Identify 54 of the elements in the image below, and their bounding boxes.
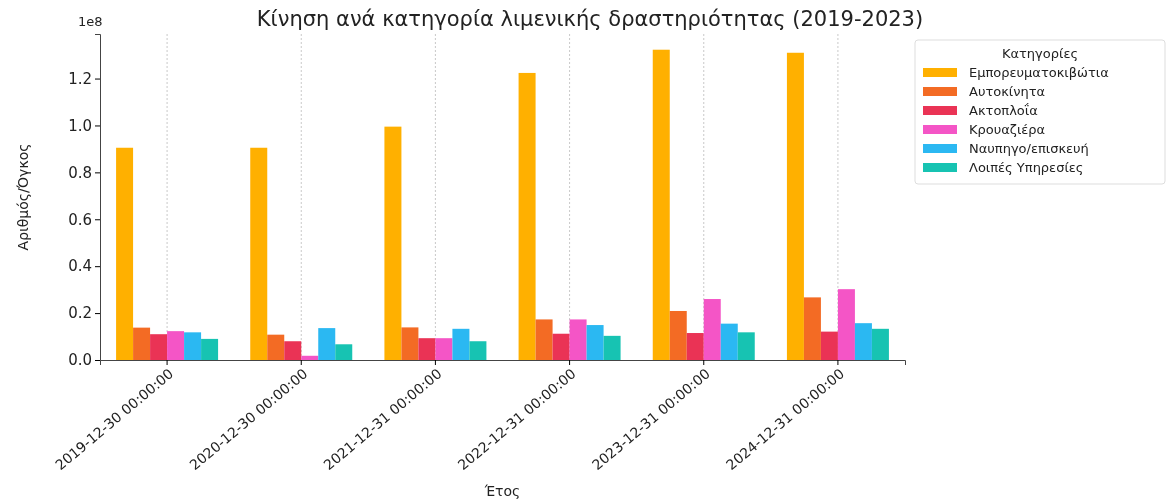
- x-axis-title: Έτος: [483, 483, 521, 499]
- bar: [535, 319, 553, 360]
- y-tick-label: 1.2: [68, 69, 92, 88]
- legend-label: Κρουαζιέρα: [969, 122, 1046, 137]
- bar: [418, 338, 436, 360]
- bar: [854, 323, 872, 360]
- bar: [586, 325, 604, 360]
- y-tick-label: 0.4: [68, 257, 92, 276]
- bar: [116, 147, 134, 360]
- y-tick-label: 0.8: [68, 163, 92, 182]
- text: 1e8: [78, 14, 103, 29]
- bar: [569, 319, 587, 360]
- bar: [703, 299, 721, 360]
- bar: [250, 147, 268, 360]
- legend-label: Εμπορευματοκιβώτια: [969, 65, 1109, 80]
- bar: [603, 335, 621, 360]
- legend-title: Κατηγορίες: [1001, 46, 1079, 61]
- bar: [150, 334, 168, 360]
- bar: [452, 328, 470, 360]
- legend-label: Αυτοκίνητα: [969, 84, 1046, 99]
- bar: [518, 72, 536, 360]
- bar: [301, 355, 319, 360]
- bar: [401, 327, 419, 360]
- bar: [267, 334, 285, 360]
- bar: [669, 310, 687, 360]
- bar: [201, 338, 219, 360]
- bar: [803, 297, 821, 360]
- legend-label: Ναυπηγο/επισκευή: [969, 141, 1089, 156]
- bar: [284, 341, 302, 360]
- y-tick-label: 0.6: [68, 210, 92, 229]
- bar: [133, 327, 151, 360]
- bar: [737, 332, 755, 360]
- y-axis-title: Αριθμός/Όγκος: [15, 143, 31, 251]
- y-tick-label: 1.0: [68, 116, 92, 135]
- bar: [384, 126, 402, 360]
- bar: [318, 328, 336, 360]
- bar: [335, 344, 353, 360]
- bar: [837, 289, 855, 360]
- bar: [871, 328, 889, 360]
- bar: [552, 333, 570, 360]
- bar: [820, 331, 838, 360]
- bar: [686, 333, 704, 360]
- bar: [469, 341, 487, 360]
- bar: [184, 332, 202, 360]
- bar: [720, 323, 738, 360]
- bar: [652, 49, 670, 360]
- chart-title: Κίνηση ανά κατηγορία λιμενικής δραστηριότητας (2019-2023): [256, 7, 924, 31]
- bar: [786, 52, 804, 360]
- y-tick-label: 0.0: [68, 351, 92, 370]
- bar: [167, 331, 185, 360]
- legend-label: Ακτοπλοΐα: [969, 103, 1038, 118]
- y-tick-label: 0.2: [68, 304, 92, 323]
- bar: [435, 338, 453, 360]
- legend-label: Λοιπές Υπηρεσίες: [969, 160, 1084, 175]
